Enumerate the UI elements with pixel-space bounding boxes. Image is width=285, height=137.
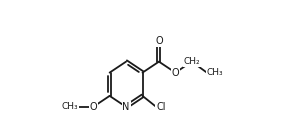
Text: O: O bbox=[172, 68, 179, 78]
Text: O: O bbox=[89, 102, 97, 112]
Text: O: O bbox=[155, 36, 163, 46]
Text: CH₃: CH₃ bbox=[62, 102, 78, 111]
Text: CH₃: CH₃ bbox=[207, 68, 223, 77]
Text: Cl: Cl bbox=[156, 102, 166, 112]
Text: CH₂: CH₂ bbox=[184, 57, 200, 66]
Text: N: N bbox=[122, 102, 130, 112]
